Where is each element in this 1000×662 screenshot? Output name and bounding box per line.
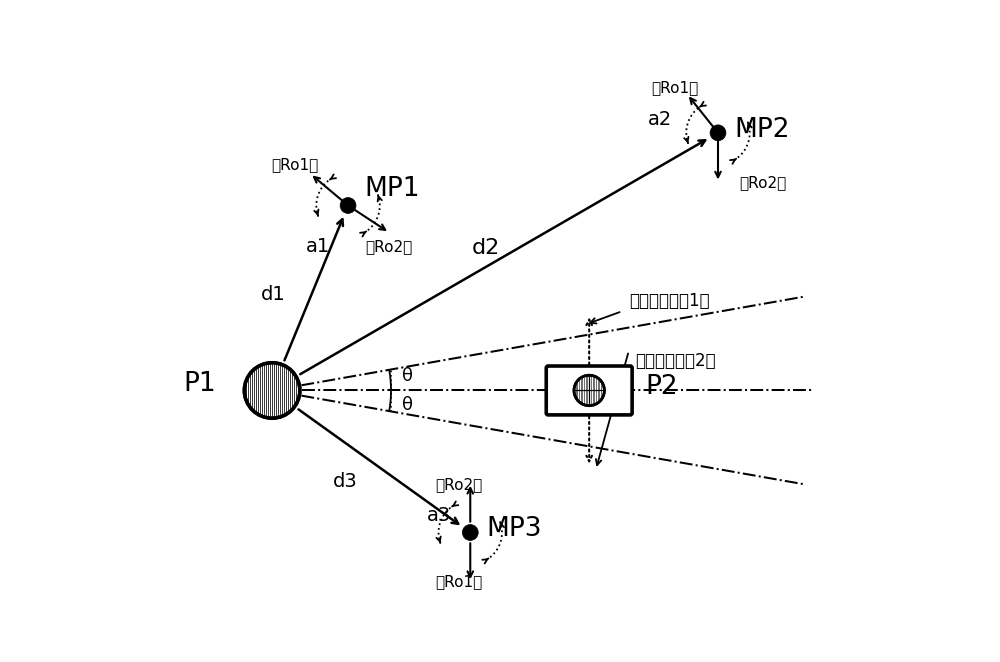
- Text: （Ro2）: （Ro2）: [739, 175, 787, 190]
- Text: a3: a3: [426, 506, 451, 526]
- Circle shape: [574, 375, 604, 406]
- Text: θ: θ: [402, 396, 413, 414]
- Text: θ: θ: [402, 367, 413, 385]
- Text: d3: d3: [332, 472, 357, 491]
- Text: 第一次旋转（1）: 第一次旋转（1）: [629, 292, 709, 310]
- Text: （Ro2）: （Ro2）: [435, 477, 482, 493]
- Text: （Ro1）: （Ro1）: [651, 80, 699, 95]
- Text: d2: d2: [472, 238, 500, 258]
- Circle shape: [340, 197, 356, 213]
- Text: （Ro1）: （Ro1）: [435, 575, 482, 590]
- Text: a2: a2: [648, 110, 672, 129]
- Text: MP1: MP1: [365, 176, 420, 202]
- Text: a1: a1: [306, 237, 330, 256]
- Text: P1: P1: [183, 371, 216, 397]
- Text: d1: d1: [261, 285, 286, 304]
- Text: P2: P2: [645, 374, 678, 400]
- Text: MP3: MP3: [487, 516, 542, 542]
- Text: （Ro1）: （Ro1）: [272, 157, 319, 172]
- Circle shape: [244, 363, 300, 418]
- Circle shape: [710, 125, 726, 141]
- Text: （Ro2）: （Ro2）: [365, 240, 413, 255]
- Text: MP2: MP2: [735, 117, 790, 142]
- Text: 第二次旋转（2）: 第二次旋转（2）: [635, 352, 716, 370]
- FancyBboxPatch shape: [546, 366, 632, 415]
- Circle shape: [462, 524, 478, 540]
